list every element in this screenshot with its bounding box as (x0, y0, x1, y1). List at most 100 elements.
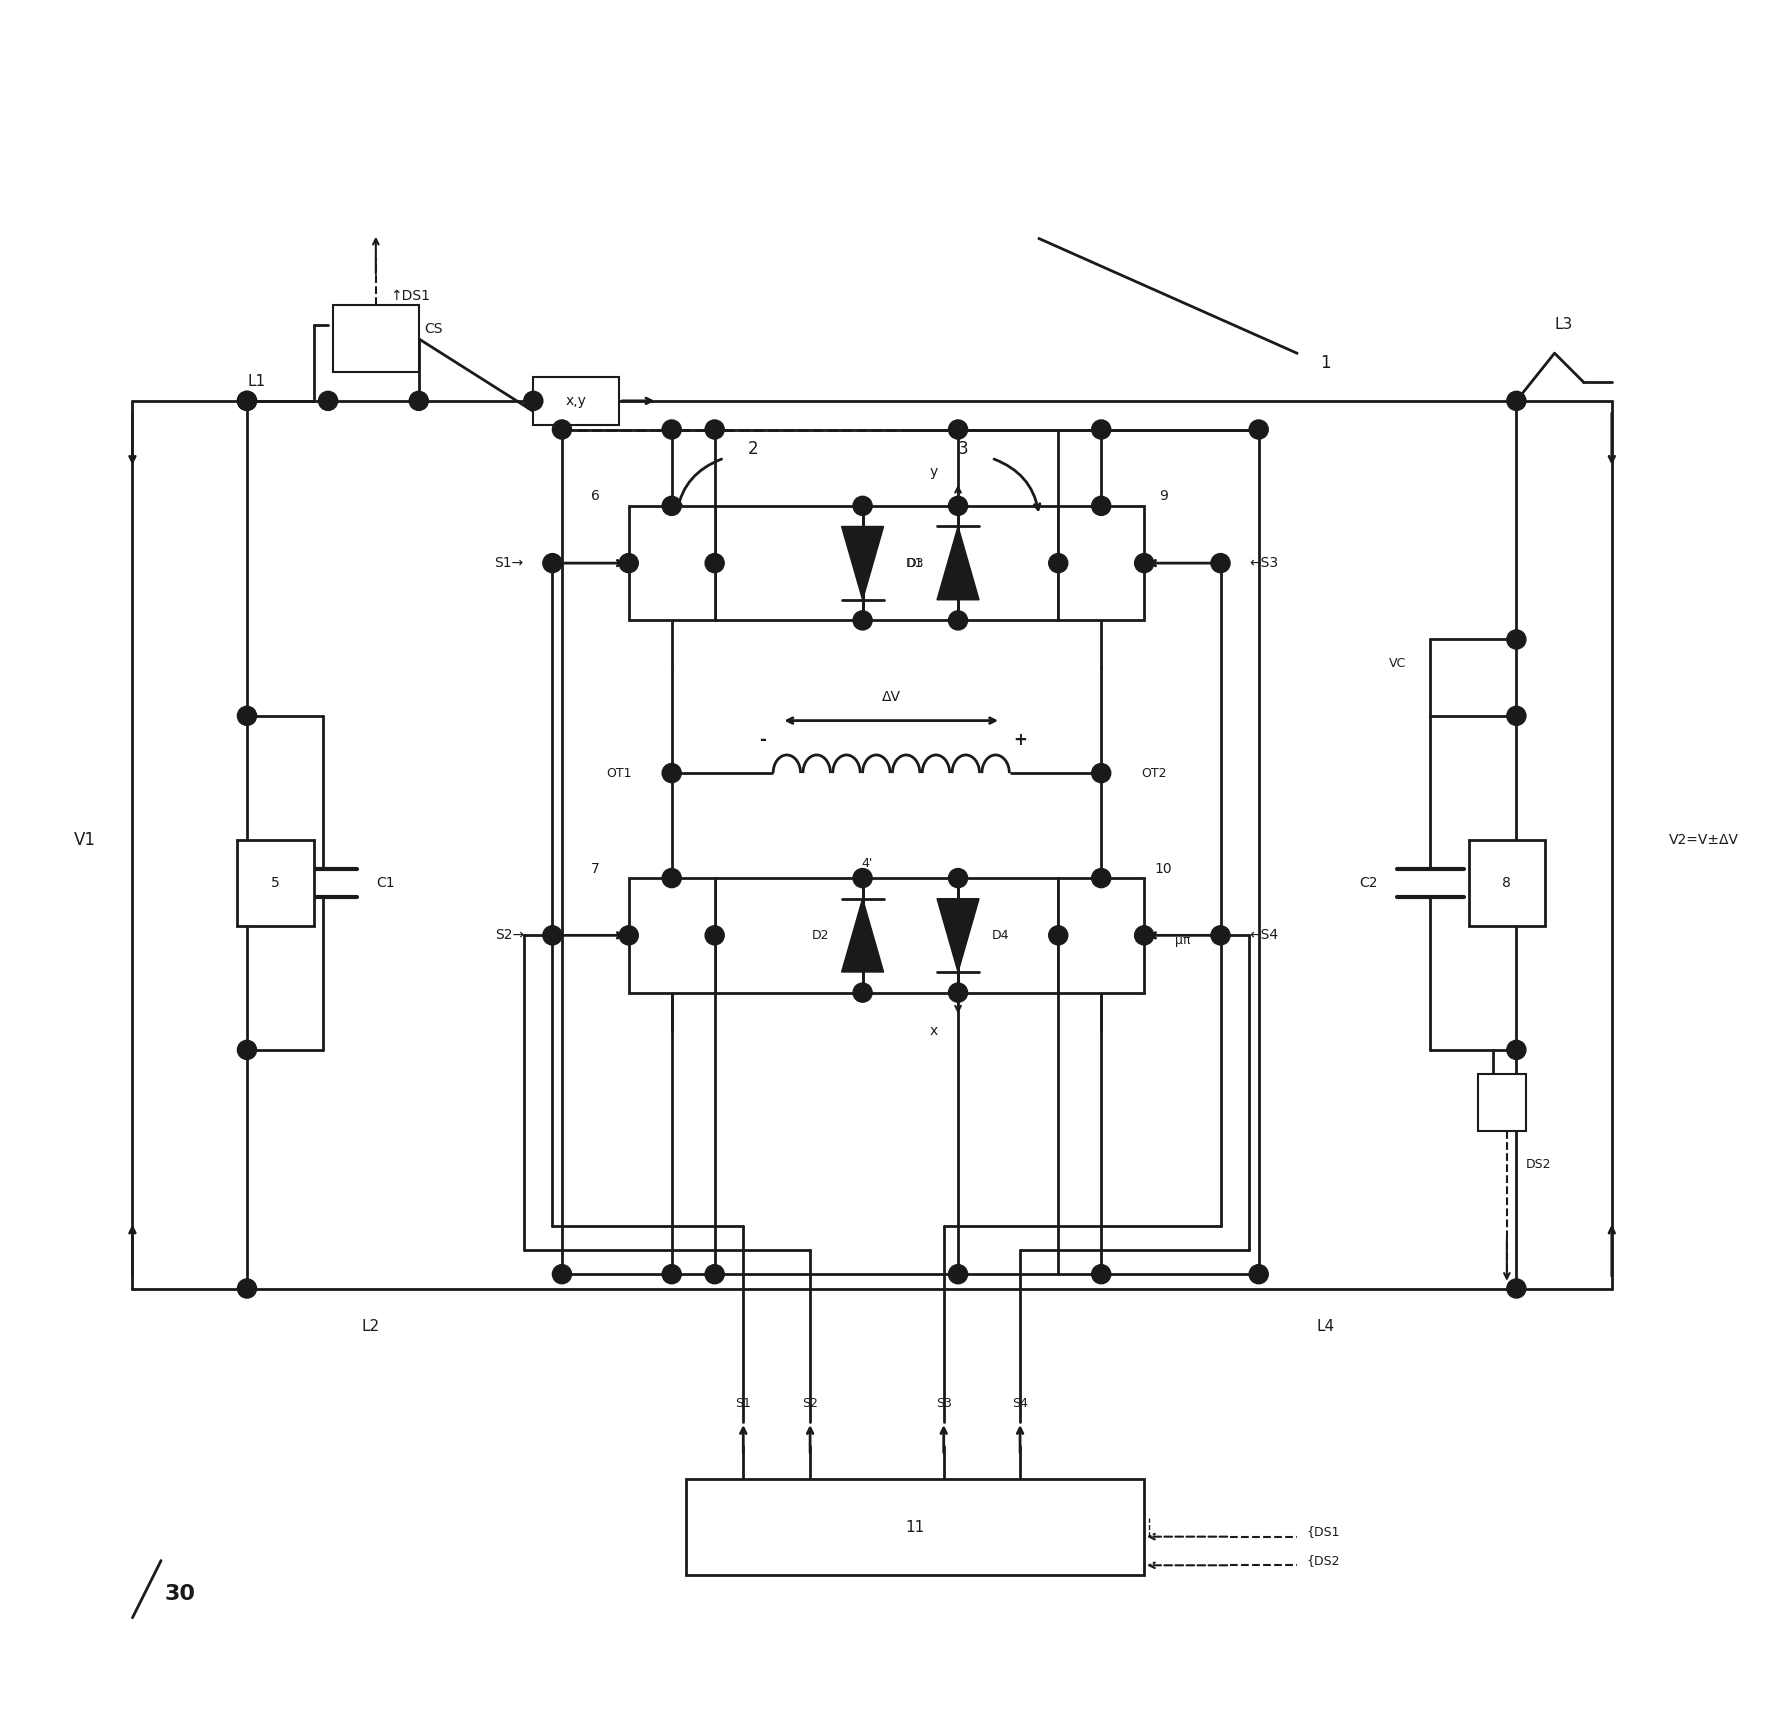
Circle shape (1211, 553, 1229, 572)
Text: C1: C1 (376, 876, 394, 890)
Circle shape (948, 1264, 968, 1283)
Circle shape (1134, 553, 1154, 572)
Text: D3: D3 (907, 557, 925, 570)
Circle shape (543, 926, 563, 945)
Text: 30: 30 (165, 1584, 195, 1605)
Circle shape (948, 612, 968, 631)
Circle shape (1048, 926, 1068, 945)
Polygon shape (842, 526, 883, 600)
Circle shape (663, 419, 681, 440)
Circle shape (620, 553, 638, 572)
Text: VC: VC (1389, 656, 1407, 670)
Text: 6: 6 (591, 490, 600, 503)
Text: 9: 9 (1159, 490, 1168, 503)
Text: 7: 7 (591, 861, 600, 876)
Bar (333, 306, 419, 373)
Circle shape (409, 392, 428, 411)
Polygon shape (937, 899, 978, 972)
Text: μπ: μπ (1174, 933, 1190, 947)
Circle shape (853, 983, 873, 1002)
Circle shape (948, 419, 968, 440)
Bar (534, 376, 620, 424)
Bar (1478, 1074, 1527, 1130)
Polygon shape (937, 526, 978, 600)
Text: S1: S1 (735, 1397, 751, 1409)
Text: ↑DS1: ↑DS1 (391, 289, 430, 302)
Circle shape (1091, 1264, 1111, 1283)
Text: x: x (930, 1024, 939, 1038)
Text: S4: S4 (1012, 1397, 1029, 1409)
Circle shape (704, 1264, 724, 1283)
Text: OT1: OT1 (606, 766, 633, 780)
Circle shape (1507, 392, 1527, 411)
Circle shape (663, 497, 681, 515)
Circle shape (1091, 497, 1111, 515)
Text: 1: 1 (1321, 354, 1331, 371)
Circle shape (1091, 419, 1111, 440)
Bar (1059, 878, 1143, 993)
Text: {DS1: {DS1 (1306, 1526, 1340, 1538)
Circle shape (552, 419, 572, 440)
Circle shape (1091, 869, 1111, 888)
Circle shape (704, 419, 724, 440)
Text: -: - (760, 730, 765, 749)
Text: L1: L1 (247, 375, 265, 390)
Text: D2: D2 (812, 929, 830, 941)
Circle shape (704, 553, 724, 572)
Text: D1: D1 (905, 557, 923, 570)
Text: L2: L2 (362, 1319, 380, 1335)
Bar (237, 840, 314, 926)
Circle shape (237, 706, 256, 725)
Text: 8: 8 (1502, 876, 1511, 890)
Circle shape (663, 1264, 681, 1283)
Circle shape (237, 392, 256, 411)
Text: DS2: DS2 (1527, 1158, 1552, 1172)
Circle shape (1091, 763, 1111, 783)
Circle shape (948, 497, 968, 515)
Text: 3: 3 (957, 440, 968, 457)
Text: 2: 2 (747, 440, 758, 457)
Text: D4: D4 (991, 929, 1009, 941)
Circle shape (237, 1278, 256, 1299)
Circle shape (237, 1041, 256, 1060)
Text: 11: 11 (905, 1520, 925, 1534)
Text: +: + (1012, 730, 1027, 749)
Text: x,y: x,y (566, 393, 586, 407)
Text: 10: 10 (1154, 861, 1172, 876)
Text: y: y (930, 466, 939, 479)
Circle shape (552, 1264, 572, 1283)
Bar (1059, 505, 1143, 620)
Text: ΔV: ΔV (882, 689, 901, 704)
Circle shape (1211, 926, 1229, 945)
Bar (686, 1479, 1143, 1575)
Text: S2: S2 (803, 1397, 817, 1409)
Circle shape (1507, 631, 1527, 649)
Text: V1: V1 (73, 832, 95, 849)
Circle shape (620, 926, 638, 945)
Text: L4: L4 (1317, 1319, 1335, 1335)
Text: ←S4: ←S4 (1249, 928, 1278, 943)
Circle shape (853, 869, 873, 888)
Circle shape (1507, 1041, 1527, 1060)
Text: V2=V±ΔV: V2=V±ΔV (1668, 833, 1738, 847)
Circle shape (704, 926, 724, 945)
Circle shape (1507, 706, 1527, 725)
Circle shape (853, 497, 873, 515)
Circle shape (663, 869, 681, 888)
Circle shape (1507, 1278, 1527, 1299)
Bar (629, 878, 715, 993)
Circle shape (853, 612, 873, 631)
Text: L3: L3 (1555, 318, 1573, 332)
Text: {DS2: {DS2 (1306, 1555, 1340, 1567)
Circle shape (237, 392, 256, 411)
Bar (1469, 840, 1545, 926)
Text: ←S3: ←S3 (1249, 557, 1278, 570)
Circle shape (1249, 419, 1269, 440)
Circle shape (1134, 926, 1154, 945)
Text: 5: 5 (271, 876, 280, 890)
Circle shape (663, 763, 681, 783)
Text: S2→: S2→ (495, 928, 523, 943)
Text: S1→: S1→ (495, 557, 523, 570)
Text: CS: CS (425, 323, 443, 337)
Circle shape (1048, 553, 1068, 572)
